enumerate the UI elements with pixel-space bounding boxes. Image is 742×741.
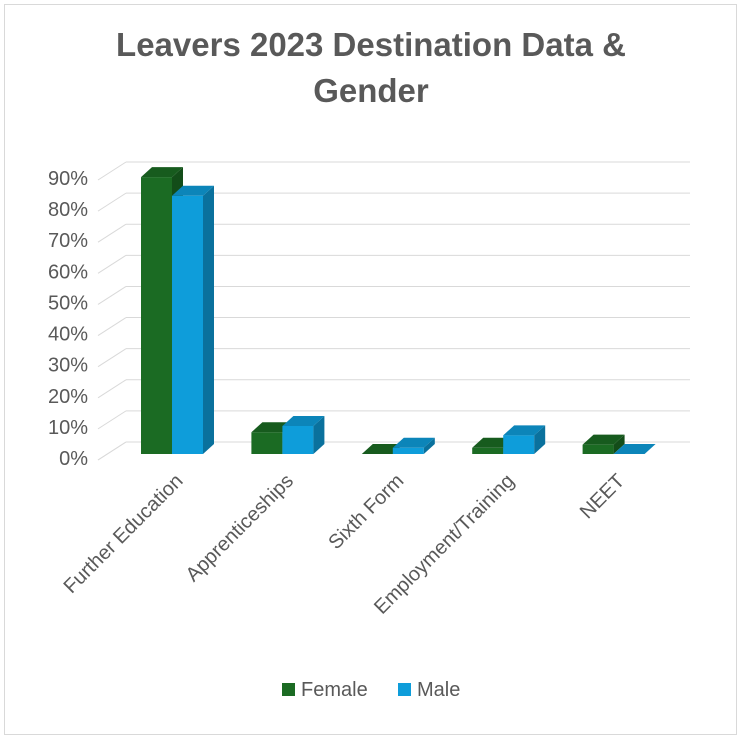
bar-front — [282, 426, 314, 454]
side-gridline — [97, 348, 127, 368]
chart-title: Leavers 2023 Destination Data & Gender — [0, 22, 742, 114]
bar-side — [613, 434, 625, 454]
legend-swatch — [282, 683, 295, 696]
bar-front — [582, 444, 614, 454]
bar-front — [251, 432, 283, 454]
side-gridline — [97, 161, 127, 181]
y-tick-label: 0% — [59, 448, 88, 470]
y-tick-label: 30% — [48, 355, 88, 377]
y-tick-label: 50% — [48, 292, 88, 314]
bar-top — [141, 167, 183, 178]
bar-top — [613, 444, 656, 454]
bar-top — [392, 437, 435, 448]
y-tick-label: 20% — [48, 386, 88, 408]
chart-frame — [4, 4, 737, 735]
bar-front — [392, 447, 424, 454]
y-tick-label: 70% — [48, 230, 88, 252]
chart-title-line-2: Gender — [313, 72, 429, 109]
floor-edge — [97, 441, 127, 461]
bar-side — [203, 185, 214, 454]
y-tick-label: 10% — [48, 417, 88, 439]
bar-side — [313, 416, 325, 454]
category-label: Sixth Form — [324, 470, 408, 554]
side-gridline — [97, 223, 127, 243]
bar-front — [172, 195, 203, 454]
category-label: Further Education — [60, 470, 188, 598]
bar-side — [423, 437, 435, 454]
category-label: NEET — [576, 470, 629, 523]
chart-title-line-1: Leavers 2023 Destination Data & — [116, 26, 626, 63]
legend-swatch — [398, 683, 411, 696]
bar-top — [503, 425, 546, 436]
bar-side — [534, 425, 546, 454]
bar-front — [503, 435, 535, 454]
y-tick-label: 90% — [48, 168, 88, 190]
y-tick-label: 80% — [48, 199, 88, 221]
bar-front — [472, 447, 504, 454]
category-label: Apprenticeships — [182, 470, 298, 586]
bar-top — [582, 434, 625, 445]
side-gridline — [97, 192, 127, 212]
bar-front — [141, 177, 172, 454]
side-gridline — [97, 286, 127, 305]
side-gridline — [97, 410, 127, 430]
y-tick-label: 40% — [48, 324, 88, 346]
legend-label: Female — [301, 679, 368, 701]
bar-top — [282, 416, 325, 426]
side-gridline — [97, 317, 127, 336]
y-tick-label: 60% — [48, 261, 88, 283]
side-gridline — [97, 379, 127, 399]
side-gridline — [97, 254, 127, 274]
bar-top — [172, 185, 214, 196]
legend-label: Male — [417, 679, 460, 701]
